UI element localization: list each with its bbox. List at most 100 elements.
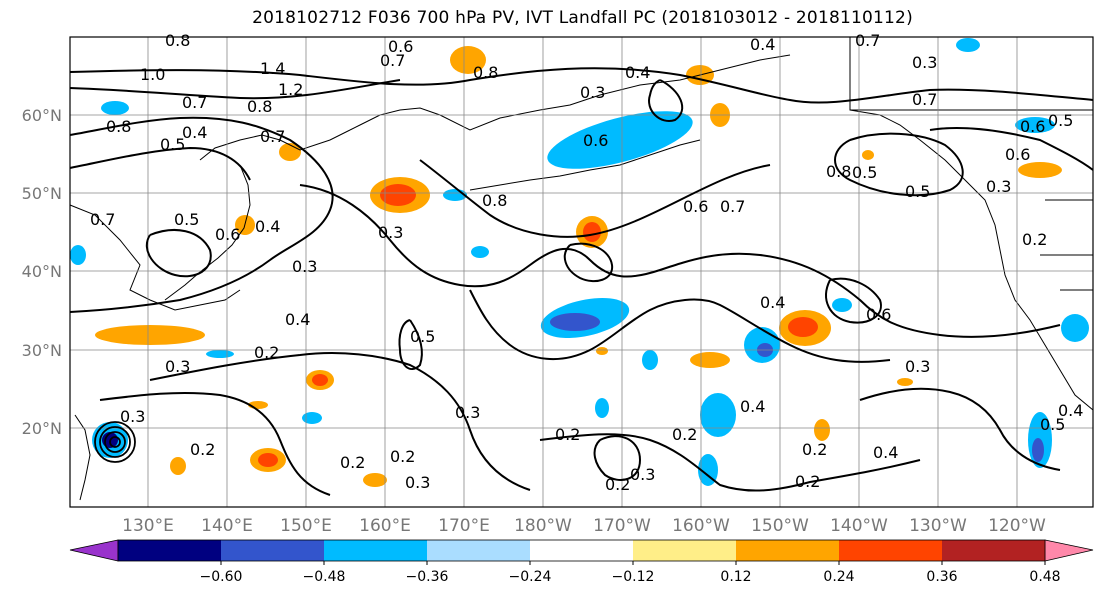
colorbar-segment	[324, 540, 428, 561]
contour-label: 0.3	[912, 53, 937, 72]
colorbar-max-arrow	[1044, 539, 1094, 562]
contour-label: 0.4	[740, 397, 765, 416]
contour-label: 0.7	[380, 51, 405, 70]
contour-label: 0.8	[482, 191, 507, 210]
contour-label: 0.3	[165, 357, 190, 376]
map-panel	[70, 37, 1093, 507]
contour-label: 0.8	[106, 117, 131, 136]
colorbar-segment	[118, 540, 222, 561]
contour-label: 0.6	[215, 225, 240, 244]
lon-label: 160°E	[359, 516, 411, 536]
lon-label: 170°E	[438, 516, 490, 536]
colorbar-tick-label: −0.36	[406, 569, 449, 585]
lon-label: 130°E	[122, 516, 174, 536]
contour-label: 0.3	[986, 177, 1011, 196]
contour-label: 0.4	[750, 35, 775, 54]
contour-label: 0.5	[174, 210, 199, 229]
contour-labels: 0.8 0.6 0.7 1.0 0.8 0.8 1.4 1.2 0.7 0.8 …	[90, 31, 1083, 494]
contour-label: 0.8	[826, 162, 851, 181]
contour-label: 0.4	[625, 63, 650, 82]
contour-label: 0.5	[852, 163, 877, 182]
lat-label: 60°N	[22, 106, 62, 125]
contour-label: 0.5	[905, 182, 930, 201]
contour-label: 0.3	[292, 257, 317, 276]
lat-label: 20°N	[22, 419, 62, 438]
colorbar-tick-label: 0.36	[926, 569, 957, 585]
contour-label: 0.2	[390, 447, 415, 466]
lat-label: 40°N	[22, 262, 62, 281]
contour-label: 0.2	[340, 453, 365, 472]
contour-label: 0.2	[254, 343, 279, 362]
lon-label: 130°W	[909, 516, 967, 536]
colorbar-segment	[942, 540, 1046, 561]
colorbar-segment	[530, 540, 634, 561]
contour-label: 0.4	[182, 123, 207, 142]
colorbar-segment	[736, 540, 840, 561]
contour-label: 0.7	[855, 31, 880, 50]
contour-label: 0.2	[605, 475, 630, 494]
latitude-labels: 60°N 50°N 40°N 30°N 20°N	[22, 106, 62, 438]
lon-label: 140°W	[830, 516, 888, 536]
colorbar-tick-label: −0.24	[509, 569, 552, 585]
contour-label: 0.4	[760, 293, 785, 312]
contour-label: 1.4	[260, 59, 285, 78]
map-frame	[69, 36, 1094, 508]
colorbar-tick-label: 0.48	[1029, 569, 1060, 585]
lon-label: 120°W	[988, 516, 1046, 536]
contour-label: 0.4	[255, 217, 280, 236]
map-title: 2018102712 F036 700 hPa PV, IVT Landfall…	[252, 8, 913, 28]
contour-label: 0.6	[1005, 145, 1030, 164]
contour-label: 0.3	[630, 465, 655, 484]
contour-label: 0.3	[405, 473, 430, 492]
contour-label: 0.6	[388, 37, 413, 56]
typhoon-contours	[94, 421, 136, 463]
lon-label: 140°E	[201, 516, 253, 536]
colorbar-tick-label: −0.12	[612, 569, 655, 585]
lon-label: 150°W	[751, 516, 809, 536]
contour-label: 0.3	[905, 357, 930, 376]
colorbar: −0.60 −0.48 −0.36 −0.24 −0.12 0.12 0.24 0.36 0.4…	[69, 539, 1094, 585]
contour-label: 0.3	[455, 403, 480, 422]
lat-label: 50°N	[22, 184, 62, 203]
contour-label: 0.2	[795, 472, 820, 491]
coastlines	[69, 37, 1094, 501]
lat-label: 30°N	[22, 341, 62, 360]
contour-label: 0.6	[1020, 117, 1045, 136]
colorbar-tick-label: 0.24	[823, 569, 854, 585]
colorbar-segment	[221, 540, 325, 561]
contour-label: 0.8	[473, 63, 498, 82]
pv-shading	[70, 38, 1089, 487]
colorbar-min-arrow	[69, 539, 119, 562]
longitude-labels: 130°E 140°E 150°E 160°E 170°E 180°W 170°…	[122, 516, 1046, 536]
contour-label: 0.7	[90, 210, 115, 229]
contour-label: 0.7	[912, 90, 937, 109]
contour-label: 1.0	[140, 65, 165, 84]
lon-label: 150°E	[280, 516, 332, 536]
contour-label: 0.4	[1058, 401, 1083, 420]
contour-label: 0.7	[260, 127, 285, 146]
contour-label: 0.6	[683, 197, 708, 216]
contour-label: 1.2	[278, 80, 303, 99]
contour-label: 0.2	[190, 440, 215, 459]
pv-contours	[69, 67, 1094, 496]
contour-label: 0.2	[555, 425, 580, 444]
contour-label: 0.6	[583, 131, 608, 150]
lon-label: 170°W	[593, 516, 651, 536]
contour-label: 0.2	[672, 425, 697, 444]
contour-label: 0.3	[580, 83, 605, 102]
contour-label: 0.8	[165, 31, 190, 50]
colorbar-tick-label: −0.60	[200, 569, 243, 585]
contour-label: 0.4	[285, 310, 310, 329]
contour-label: 0.5	[160, 135, 185, 154]
lon-label: 180°W	[514, 516, 572, 536]
colorbar-tick-label: −0.48	[303, 569, 346, 585]
graticule	[70, 37, 1093, 507]
contour-label: 0.5	[1040, 415, 1065, 434]
contour-label: 0.7	[720, 197, 745, 216]
colorbar-tick-label: 0.12	[720, 569, 751, 585]
contour-label: 0.8	[247, 97, 272, 116]
colorbar-segment	[633, 540, 737, 561]
contour-label: 0.3	[378, 223, 403, 242]
contour-label: 0.5	[410, 327, 435, 346]
